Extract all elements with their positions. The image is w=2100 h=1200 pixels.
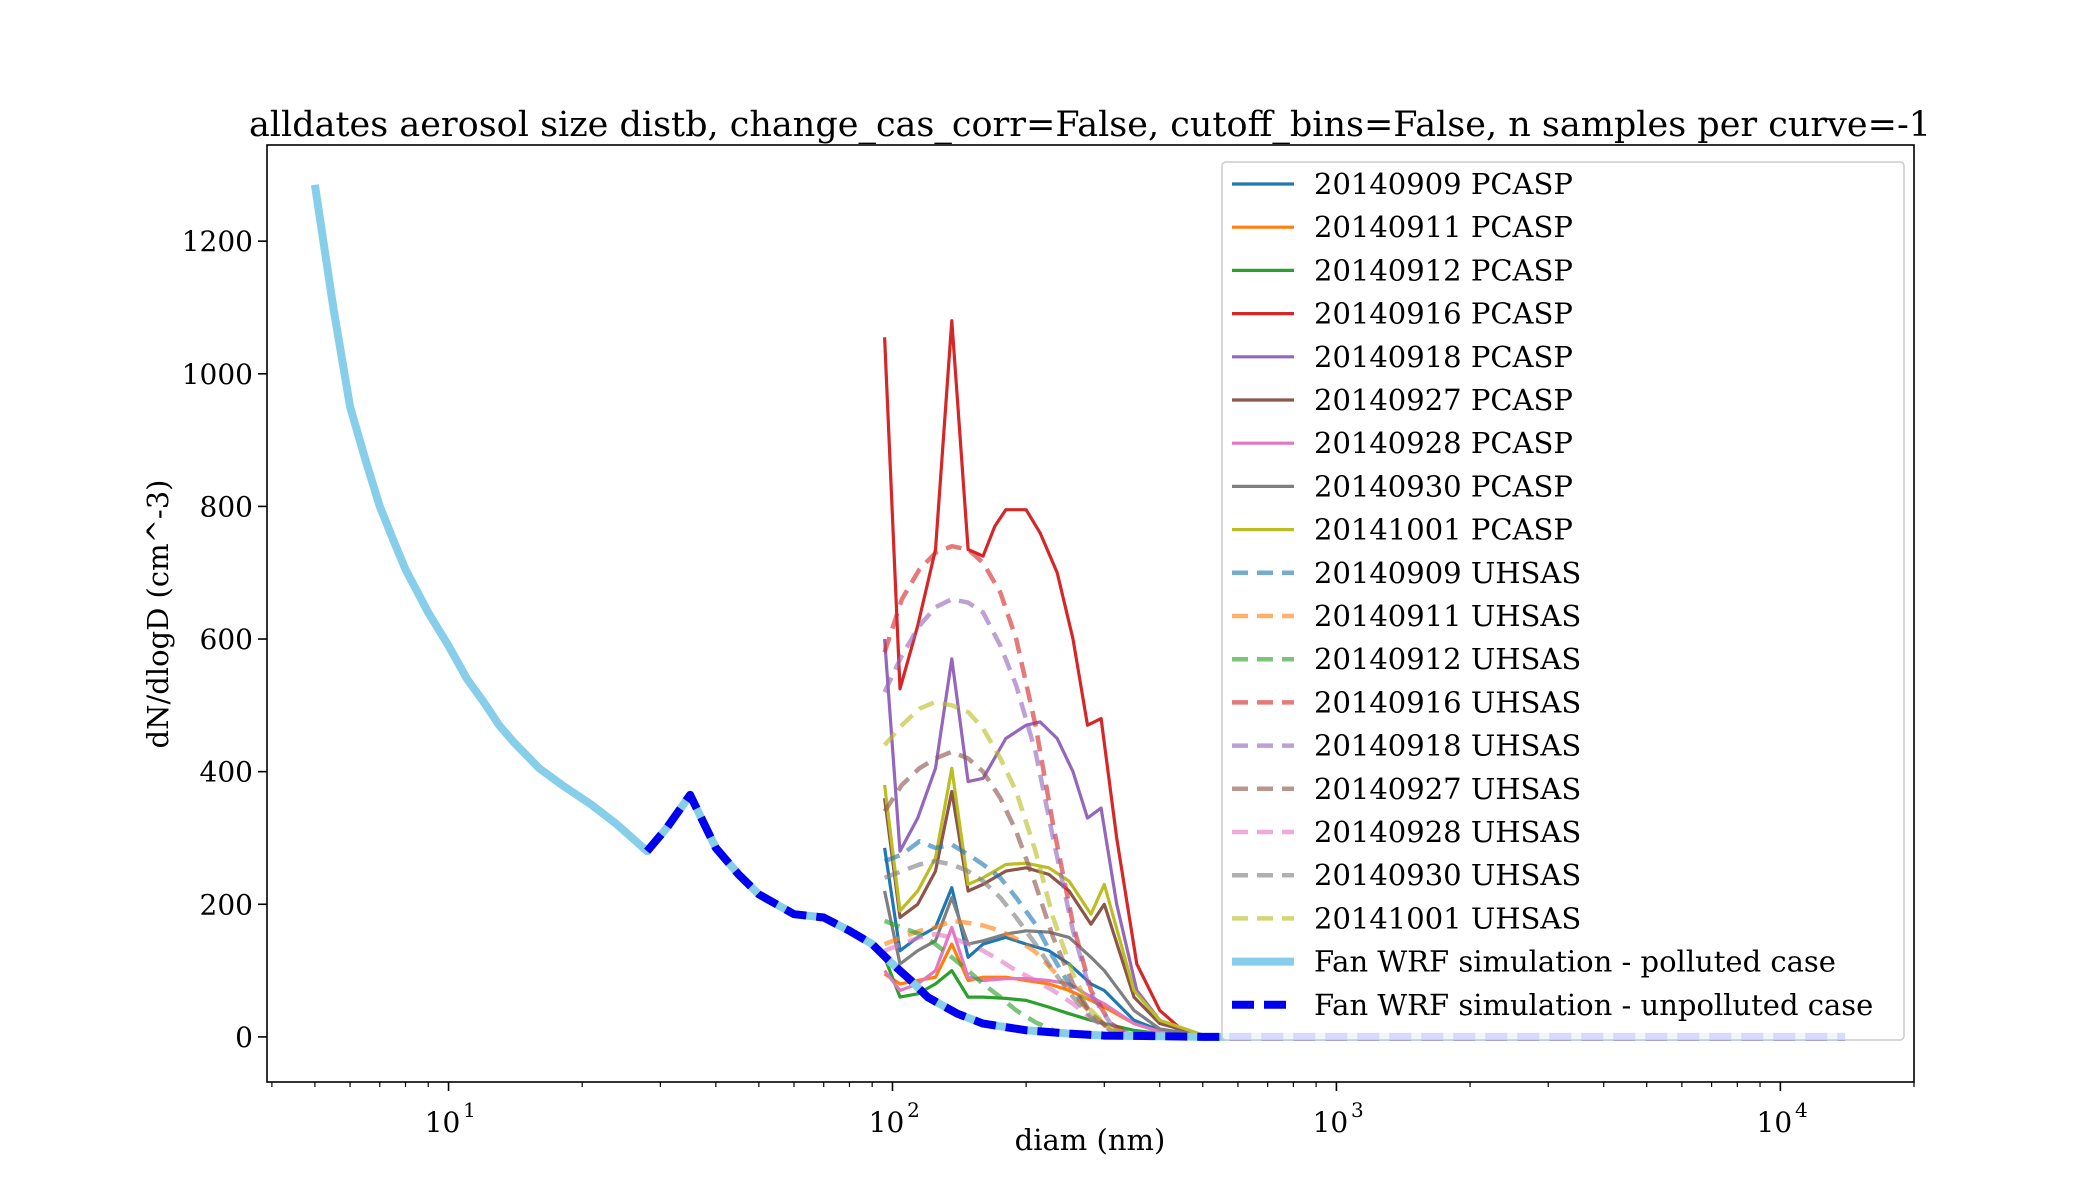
series-line-20140916-uhsas: [882, 543, 1130, 1036]
x-tick-label: 10: [869, 1106, 905, 1139]
legend-label-20140909-uhsas: 20140909 UHSAS: [1314, 556, 1581, 590]
x-tick-label-exponent: 4: [1795, 1098, 1808, 1122]
legend-label-20140927-uhsas: 20140927 UHSAS: [1314, 772, 1581, 806]
x-tick-label: 10: [425, 1106, 461, 1139]
series-line-20140928-pcasp: [883, 925, 1203, 1038]
series-line-20140918-uhsas: [882, 596, 1130, 1036]
series-line-20141001-pcasp: [883, 766, 1204, 1037]
y-tick-label: 1000: [182, 358, 253, 391]
legend-label-fan-wrf-simulation-unpolluted-case: Fan WRF simulation - unpolluted case: [1314, 988, 1873, 1022]
series-line-20140916-pcasp: [883, 319, 1204, 1038]
x-tick-label: 10: [1757, 1106, 1793, 1139]
chart-title: alldates aerosol size distb, change_cas_…: [249, 105, 1931, 145]
legend-label-20140918-uhsas: 20140918 UHSAS: [1314, 729, 1581, 763]
series-line-20140927-pcasp: [883, 789, 1204, 1037]
plot-area-frame: [266, 144, 1915, 1083]
x-tick-label: 10: [1313, 1106, 1349, 1139]
legend-label-20140916-uhsas: 20140916 UHSAS: [1314, 685, 1581, 719]
legend-label-20140928-pcasp: 20140928 PCASP: [1314, 426, 1573, 460]
legend-label-20140930-uhsas: 20140930 UHSAS: [1314, 858, 1581, 892]
legend-label-20140928-uhsas: 20140928 UHSAS: [1314, 815, 1581, 849]
legend-label-20140912-uhsas: 20140912 UHSAS: [1314, 642, 1581, 676]
series-line-20140927-uhsas: [882, 749, 1130, 1038]
legend-label-20140918-pcasp: 20140918 PCASP: [1314, 340, 1573, 374]
legend-label-20140927-pcasp: 20140927 PCASP: [1314, 383, 1573, 417]
y-tick-label: 200: [200, 888, 253, 921]
y-tick-label: 1200: [182, 225, 253, 258]
legend-label-20140909-pcasp: 20140909 PCASP: [1314, 167, 1573, 201]
legend-label-20140912-pcasp: 20140912 PCASP: [1314, 253, 1573, 287]
x-tick-label-exponent: 3: [1351, 1098, 1364, 1122]
series-line-20141001-uhsas: [882, 699, 1130, 1038]
series-layer: [310, 184, 1846, 1041]
y-tick-label: 400: [200, 756, 253, 789]
legend-label-20141001-pcasp: 20141001 PCASP: [1314, 513, 1573, 547]
legend-label-20141001-uhsas: 20141001 UHSAS: [1314, 901, 1581, 935]
y-tick-label: 800: [200, 490, 253, 523]
x-tick-label-exponent: 2: [907, 1098, 920, 1122]
x-axis-label: diam (nm): [1015, 1123, 1166, 1157]
series-line-20140930-uhsas: [883, 858, 1130, 1038]
legend-label-20140930-pcasp: 20140930 PCASP: [1314, 469, 1573, 503]
y-axis-label: dN/dlogD (cm^-3): [141, 480, 175, 749]
x-tick-label-exponent: 1: [463, 1098, 476, 1122]
legend-label-20140911-uhsas: 20140911 UHSAS: [1314, 599, 1581, 633]
y-tick-label: 600: [200, 623, 253, 656]
y-tick-label: 0: [235, 1021, 253, 1054]
legend-box: [1221, 161, 1905, 1041]
legend: 20140909 PCASP 20140911 PCASP 20140912 PCA…: [1221, 161, 1905, 1041]
legend-label-20140911-pcasp: 20140911 PCASP: [1314, 210, 1573, 244]
legend-label-20140916-pcasp: 20140916 PCASP: [1314, 297, 1573, 331]
legend-label-fan-wrf-simulation-polluted-case: Fan WRF simulation - polluted case: [1314, 945, 1836, 979]
series-line-20140930-pcasp: [883, 890, 1204, 1038]
series-line-20140918-pcasp: [883, 638, 1204, 1038]
